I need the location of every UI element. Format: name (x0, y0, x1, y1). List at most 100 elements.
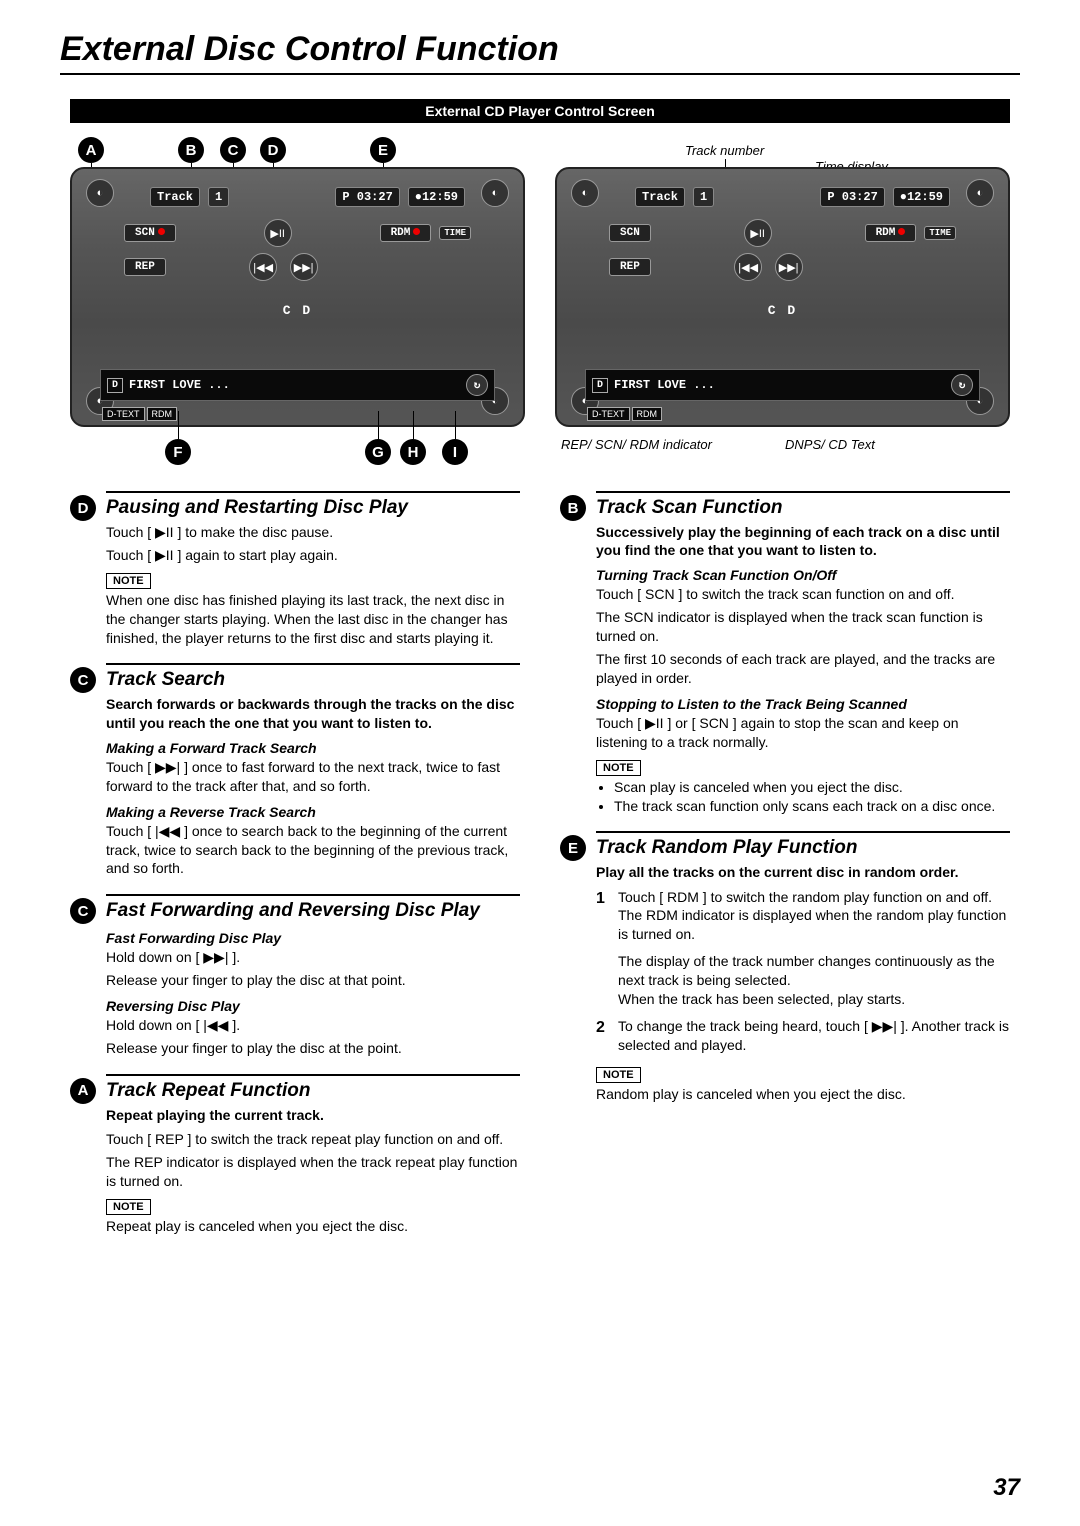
song-title: FIRST LOVE ... (129, 378, 230, 392)
list-item: 1 Touch [ RDM ] to switch the random pla… (618, 888, 1010, 1009)
bullet-item: The track scan function only scans each … (614, 797, 1010, 816)
bullet-item: Scan play is canceled when you eject the… (614, 778, 1010, 797)
sub-title: Making a Reverse Track Search (106, 804, 520, 820)
callout-indicator: REP/ SCN/ RDM indicator (561, 437, 712, 452)
body-text: The RDM indicator is displayed when the … (618, 907, 1006, 942)
sec-title: Fast Forwarding and Reversing Disc Play (106, 900, 520, 922)
note-bullets: Scan play is canceled when you eject the… (596, 778, 1010, 816)
sec-marker-a: A (70, 1078, 96, 1104)
body-text: The display of the track number changes … (618, 953, 995, 988)
marker-f: F (165, 439, 191, 465)
body-text: To change the track being heard, touch [… (618, 1018, 1009, 1053)
prev-icon2: |◀◀ (734, 253, 762, 281)
body-text: Release your finger to play the disc at … (106, 971, 520, 990)
diagram-right: Track number Time display ◐ ◐ ◐ ◐ Track … (555, 137, 1010, 469)
section-track-search: C Track Search Search forwards or backwa… (106, 663, 520, 878)
body-text: When the track has been selected, play s… (618, 991, 905, 1007)
left-column: D Pausing and Restarting Disc Play Touch… (70, 479, 520, 1240)
sub-title: Fast Forwarding Disc Play (106, 930, 520, 946)
note-body: Random play is canceled when you eject t… (596, 1085, 1010, 1104)
sec-title: Track Random Play Function (596, 837, 1010, 859)
sec-title: Pausing and Restarting Disc Play (106, 497, 520, 519)
marker-b: B (178, 137, 204, 163)
note-body: Repeat play is canceled when you eject t… (106, 1217, 520, 1236)
player-screen-left: ◐ ◐ ◐ ◐ Track 1 P 03:27 ●12:59 SCN ▶II R… (70, 167, 525, 427)
numbered-list: 1 Touch [ RDM ] to switch the random pla… (596, 888, 1010, 1055)
clock2: ●12:59 (893, 187, 950, 207)
sec-title: Track Scan Function (596, 497, 1010, 519)
sec-marker-e: E (560, 835, 586, 861)
track-num2: 1 (693, 187, 714, 207)
section-track-repeat: A Track Repeat Function Repeat playing t… (106, 1074, 520, 1236)
body-text: Touch [ RDM ] to switch the random play … (618, 889, 992, 905)
position2: P 03:27 (820, 187, 884, 207)
body-text: The first 10 seconds of each track are p… (596, 650, 1010, 688)
callout-track-number: Track number (685, 143, 764, 158)
rep-btn2: REP (609, 258, 651, 276)
track-label2: Track (635, 187, 685, 207)
body-text: Release your finger to play the disc at … (106, 1039, 520, 1058)
scn-btn2: SCN (609, 224, 651, 242)
sec-marker-c: C (70, 667, 96, 693)
clock: ●12:59 (408, 187, 465, 207)
sec-title: Track Repeat Function (106, 1080, 520, 1102)
sec-marker-c2: C (70, 898, 96, 924)
next-icon: ▶▶| (290, 253, 318, 281)
corner-btn-tl: ◐ (86, 179, 114, 207)
next-icon2: ▶▶| (775, 253, 803, 281)
play-pause-icon2: ▶II (744, 219, 772, 247)
callout-dnps: DNPS/ CD Text (785, 437, 875, 452)
section-track-scan: B Track Scan Function Successively play … (596, 491, 1010, 815)
lead-text: Search forwards or backwards through the… (106, 695, 520, 731)
cd-label2: C D (575, 303, 990, 318)
lead-text: Play all the tracks on the current disc … (596, 863, 1010, 881)
track-label: Track (150, 187, 200, 207)
page-title: External Disc Control Function (60, 30, 1020, 75)
marker-i: I (442, 439, 468, 465)
section-banner: External CD Player Control Screen (70, 99, 1010, 123)
corner-btn-tl2: ◐ (571, 179, 599, 207)
note-box: NOTE (106, 1199, 151, 1215)
sec-marker-b: B (560, 495, 586, 521)
rdm-btn: RDM (380, 224, 432, 242)
body-text: Touch [ ▶▶| ] once to fast forward to th… (106, 758, 520, 796)
d-box2: D (592, 378, 608, 393)
rdm-btn2: RDM (865, 224, 917, 242)
section-ff-rev: C Fast Forwarding and Reversing Disc Pla… (106, 894, 520, 1058)
right-column: B Track Scan Function Successively play … (560, 479, 1010, 1240)
note-box: NOTE (596, 1067, 641, 1083)
led-bar2: D FIRST LOVE ... ↻ (585, 369, 980, 401)
item-number: 2 (596, 1017, 605, 1039)
refresh-icon: ↻ (466, 374, 488, 396)
marker-c: C (220, 137, 246, 163)
sub-title: Making a Forward Track Search (106, 740, 520, 756)
song-title2: FIRST LOVE ... (614, 378, 715, 392)
page-number: 37 (993, 1474, 1020, 1502)
content-columns: D Pausing and Restarting Disc Play Touch… (60, 479, 1020, 1240)
body-text: Touch [ SCN ] to switch the track scan f… (596, 585, 1010, 604)
sub-title: Turning Track Scan Function On/Off (596, 567, 1010, 583)
marker-d: D (260, 137, 286, 163)
marker-e: E (370, 137, 396, 163)
body-text: Hold down on [ |◀◀ ]. (106, 1016, 520, 1035)
cd-label: C D (90, 303, 505, 318)
led-bar: D FIRST LOVE ... ↻ (100, 369, 495, 401)
play-pause-icon: ▶II (264, 219, 292, 247)
body-text: The REP indicator is displayed when the … (106, 1153, 520, 1191)
position: P 03:27 (335, 187, 399, 207)
rdm-box: RDM (147, 407, 178, 421)
refresh-icon2: ↻ (951, 374, 973, 396)
sub-title: Reversing Disc Play (106, 998, 520, 1014)
body-text: Hold down on [ ▶▶| ]. (106, 948, 520, 967)
section-random-play: E Track Random Play Function Play all th… (596, 831, 1010, 1103)
marker-g: G (365, 439, 391, 465)
dtext-box2: D-TEXT (587, 407, 630, 421)
player-screen-right: ◐ ◐ ◐ ◐ Track 1 P 03:27 ●12:59 SCN ▶II R… (555, 167, 1010, 427)
lead-text: Successively play the beginning of each … (596, 523, 1010, 559)
item-number: 1 (596, 888, 605, 910)
dtext-box: D-TEXT (102, 407, 145, 421)
marker-a: A (78, 137, 104, 163)
body-text: Touch [ |◀◀ ] once to search back to the… (106, 822, 520, 879)
corner-btn-tr2: ◐ (966, 179, 994, 207)
section-pause-restart: D Pausing and Restarting Disc Play Touch… (106, 491, 520, 647)
